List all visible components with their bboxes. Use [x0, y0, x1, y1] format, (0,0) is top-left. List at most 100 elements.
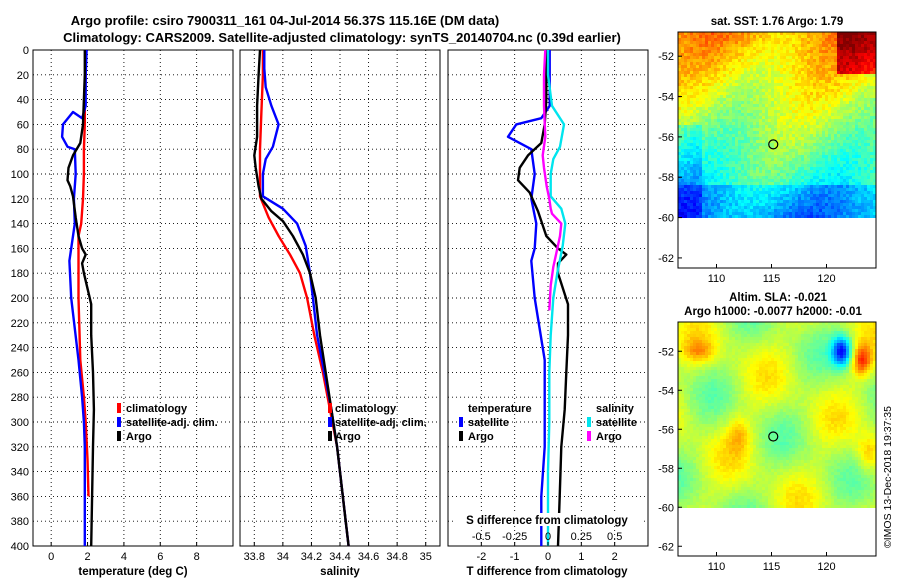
map-cell [861, 191, 864, 194]
s-tick-label: 0 [545, 531, 551, 543]
map-cell [780, 95, 783, 98]
map-cell [747, 334, 750, 337]
map-cell [810, 35, 813, 38]
map-cell [750, 215, 753, 218]
map-cell [762, 167, 765, 170]
map-cell [780, 62, 783, 65]
map-cell [867, 80, 870, 83]
map-cell [852, 80, 855, 83]
map-cell [750, 80, 753, 83]
map-cell [693, 167, 696, 170]
map-cell [801, 56, 804, 59]
map-cell [798, 197, 801, 200]
map-cell [714, 331, 717, 334]
map-cell [744, 86, 747, 89]
map-cell [840, 131, 843, 134]
map-cell [681, 134, 684, 137]
salinity-xlabel: salinity [320, 566, 360, 578]
map-cell [792, 92, 795, 95]
map-cell [756, 167, 759, 170]
depth-tick-label: 360 [11, 491, 29, 503]
map-cell [804, 197, 807, 200]
map-cell [855, 47, 858, 50]
map-cell [831, 41, 834, 44]
map-cell [843, 206, 846, 209]
map-cell [693, 203, 696, 206]
map-cell [705, 328, 708, 331]
map-cell [855, 337, 858, 340]
map-cell [732, 146, 735, 149]
map-cell [768, 131, 771, 134]
map-cell [744, 161, 747, 164]
map-cell [699, 188, 702, 191]
map-cell [783, 343, 786, 346]
map-cell [741, 149, 744, 152]
legend-swatch-argo [328, 431, 332, 441]
map-cell [693, 92, 696, 95]
map-cell [819, 116, 822, 119]
map-cell [786, 349, 789, 352]
map-cell [801, 47, 804, 50]
map-cell [732, 38, 735, 41]
map-cell [756, 158, 759, 161]
map-cell [816, 137, 819, 140]
map-cell [693, 331, 696, 334]
map-cell [873, 119, 876, 122]
map-cell [681, 346, 684, 349]
map-cell [717, 86, 720, 89]
map-cell [693, 71, 696, 74]
map-cell [834, 62, 837, 65]
map-cell [726, 107, 729, 110]
map-cell [816, 44, 819, 47]
map-cell [810, 110, 813, 113]
map-cell [696, 77, 699, 80]
map-cell [789, 209, 792, 212]
map-cell [810, 104, 813, 107]
map-cell [699, 71, 702, 74]
map-cell [717, 349, 720, 352]
map-cell [858, 149, 861, 152]
map-cell [810, 212, 813, 215]
map-cell [705, 340, 708, 343]
map-cell [711, 176, 714, 179]
map-cell [684, 328, 687, 331]
map-cell [780, 116, 783, 119]
map-cell [717, 125, 720, 128]
map-cell [717, 119, 720, 122]
map-cell [789, 83, 792, 86]
map-cell [723, 35, 726, 38]
map-cell [831, 334, 834, 337]
map-cell [852, 197, 855, 200]
map-cell [795, 194, 798, 197]
map-cell [690, 337, 693, 340]
map-cell [729, 98, 732, 101]
map-cell [687, 65, 690, 68]
map-cell [765, 328, 768, 331]
map-cell [777, 146, 780, 149]
map-cell [735, 101, 738, 104]
map-cell [732, 44, 735, 47]
map-cell [789, 80, 792, 83]
map-cell [756, 65, 759, 68]
map-cell [804, 161, 807, 164]
map-cell [795, 176, 798, 179]
map-cell [735, 116, 738, 119]
map-cell [681, 343, 684, 346]
map-cell [729, 182, 732, 185]
map-cell [759, 209, 762, 212]
map-cell [798, 98, 801, 101]
map-cell [759, 74, 762, 77]
map-cell [690, 86, 693, 89]
map-cell [828, 116, 831, 119]
map-cell [684, 337, 687, 340]
map-cell [789, 50, 792, 53]
map-cell [819, 50, 822, 53]
map-cell [795, 131, 798, 134]
map-cell [819, 119, 822, 122]
map-cell [843, 200, 846, 203]
map-cell [690, 173, 693, 176]
map-cell [702, 215, 705, 218]
map-cell [873, 194, 876, 197]
map-cell [768, 322, 771, 325]
map-cell [774, 176, 777, 179]
